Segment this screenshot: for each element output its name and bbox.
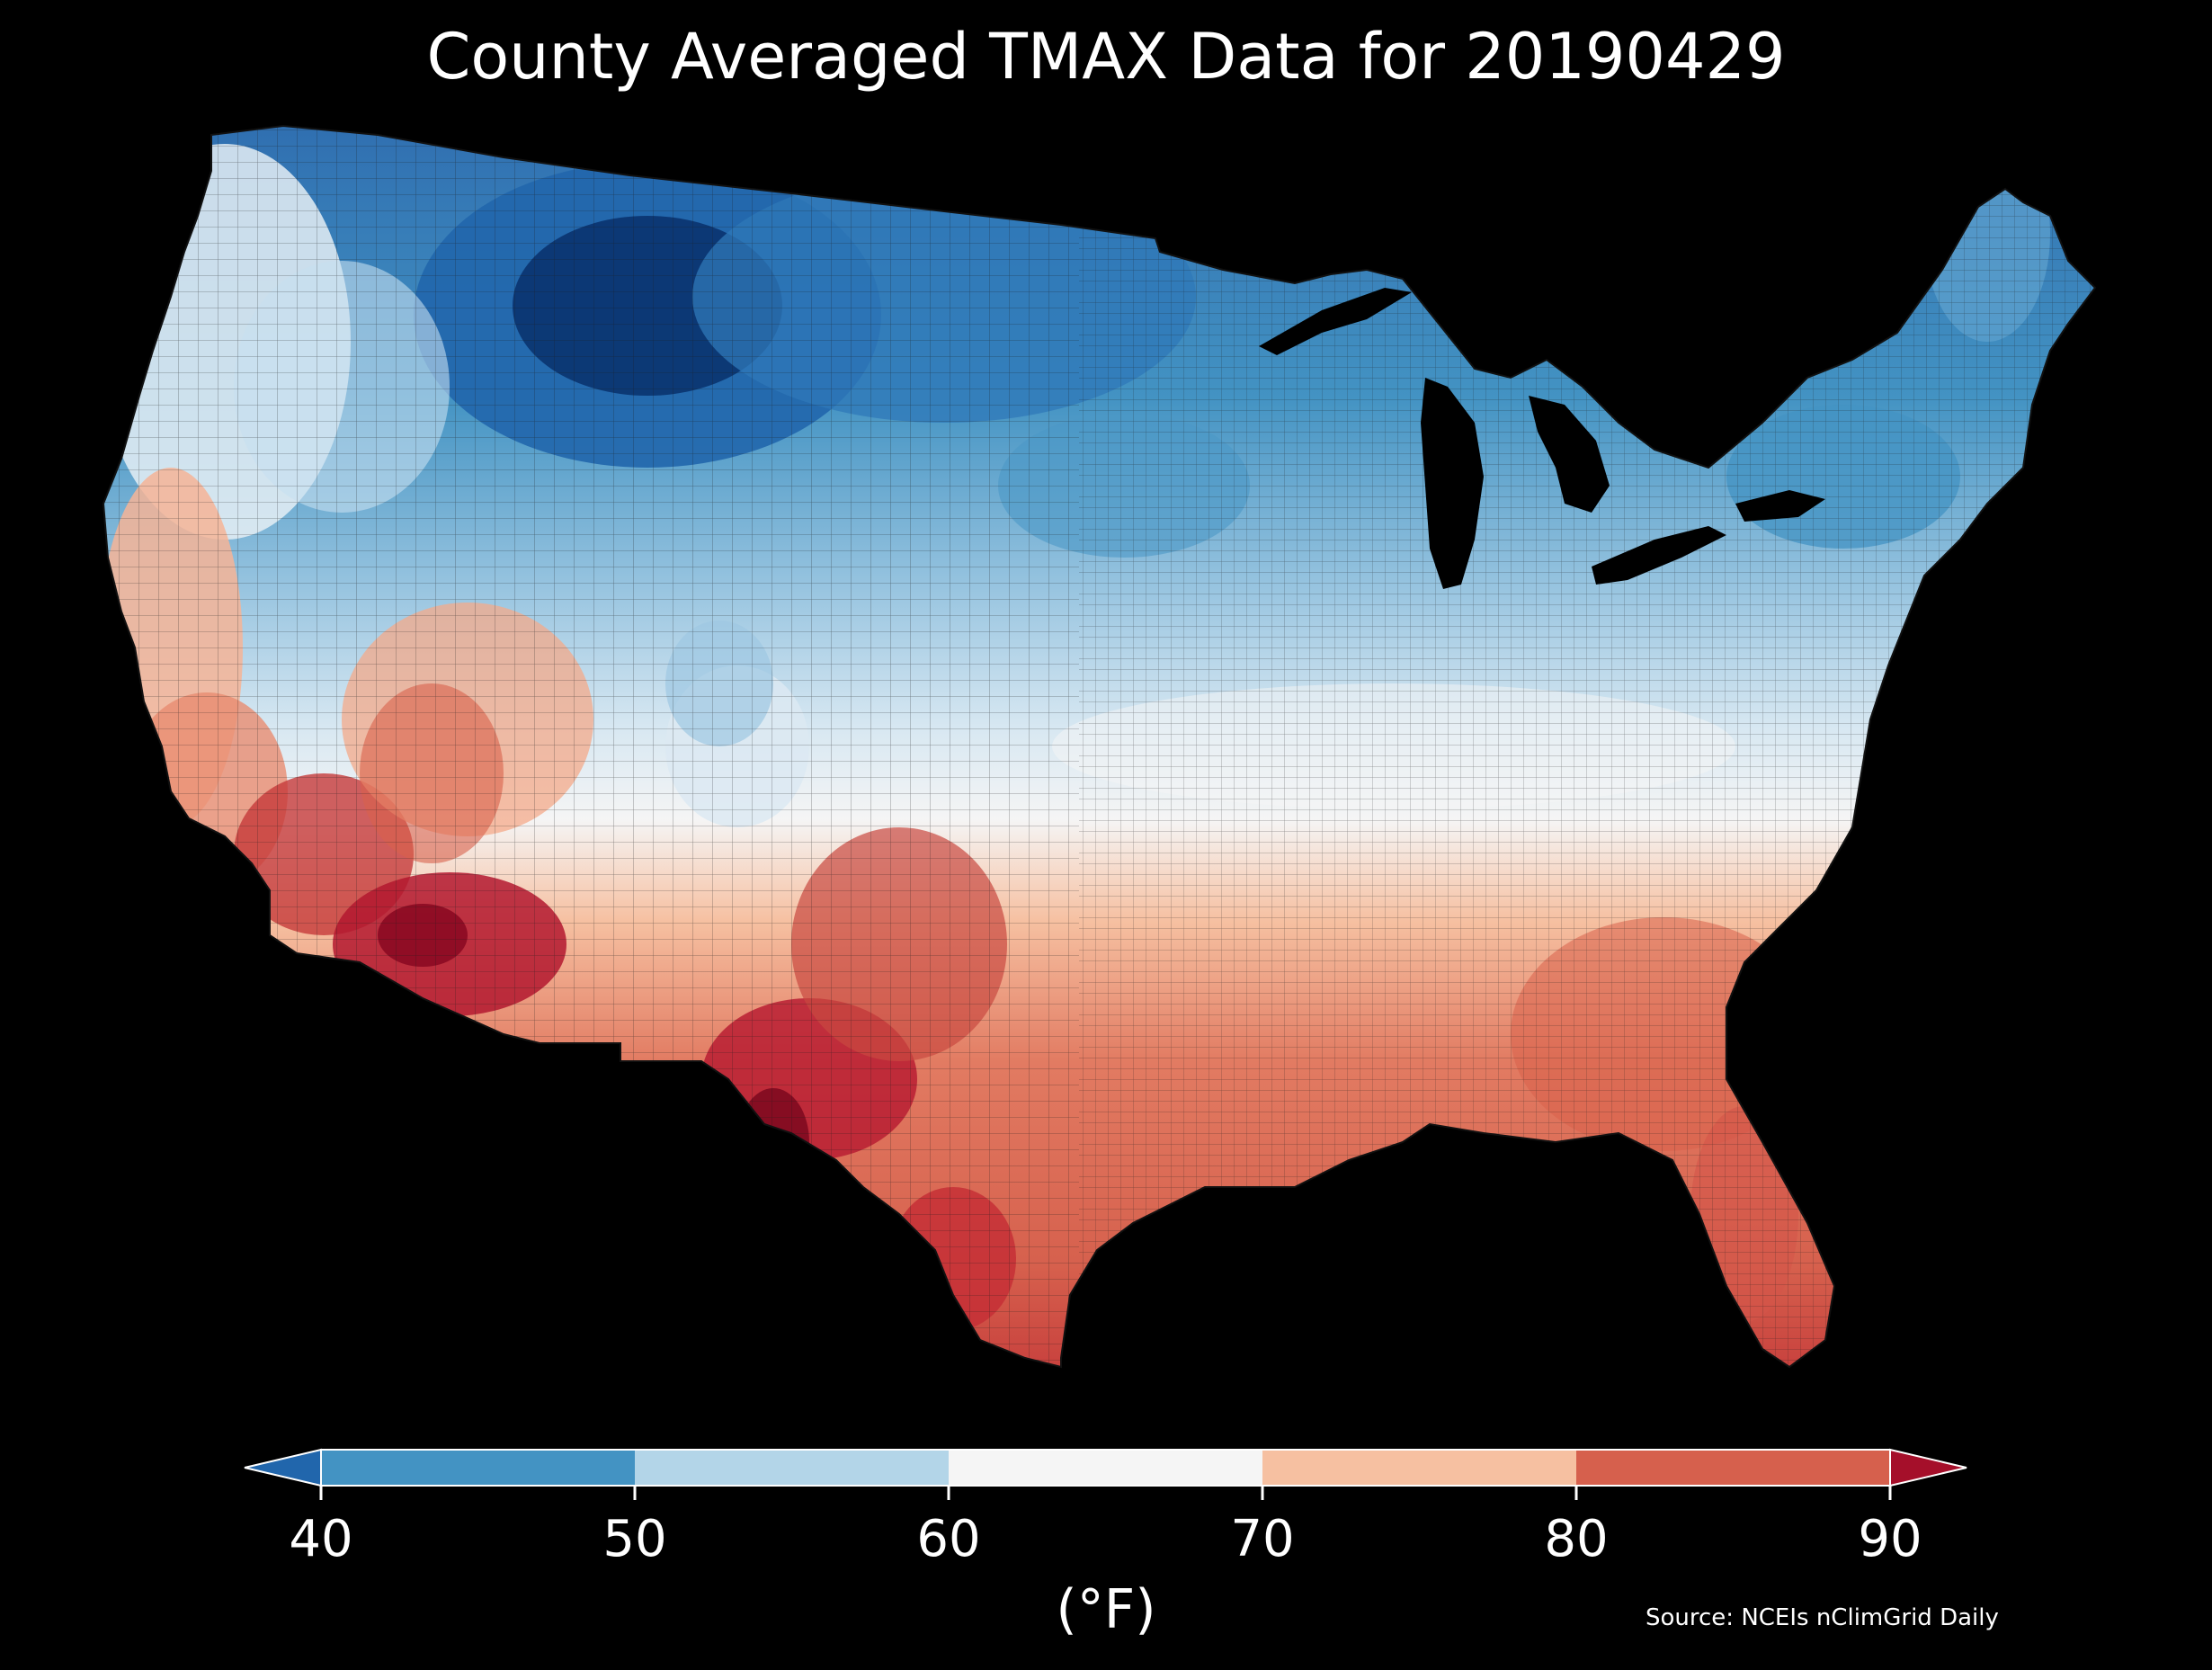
- colorbar-bin-70-80: [1262, 1450, 1576, 1486]
- lake-ontario: [1735, 490, 1825, 522]
- lake-huron: [1529, 396, 1610, 513]
- lake-michigan: [1421, 378, 1484, 589]
- map-title: County Averaged TMAX Data for 20190429: [426, 20, 1786, 94]
- colorbar-bin-50-60: [635, 1450, 949, 1486]
- colorbar-bin-40-50: [321, 1450, 635, 1486]
- colorbar: [244, 1448, 1967, 1500]
- colorbar-tick-label: 40: [289, 1510, 353, 1568]
- colorbar-tick-label: 80: [1544, 1510, 1609, 1568]
- lake-superior: [1259, 288, 1412, 355]
- colorbar-high-extend: [1889, 1448, 1967, 1487]
- colorbar-low-extend: [244, 1448, 322, 1487]
- colorbar-tick-label: 70: [1230, 1510, 1295, 1568]
- us-outline: [102, 124, 2097, 1369]
- colorbar-tick-label: 50: [602, 1510, 667, 1568]
- colorbar-tick-label: 90: [1858, 1510, 1922, 1568]
- great-lakes: [1259, 288, 1825, 589]
- colorbar-bin-60-70: [949, 1450, 1262, 1486]
- colorbar-unit-label: (°F): [1056, 1578, 1156, 1641]
- colorbar-tick-label: 60: [916, 1510, 981, 1568]
- temperature-field: [103, 126, 2095, 1367]
- lake-erie: [1592, 526, 1726, 585]
- colorbar-frame: [320, 1449, 1891, 1487]
- source-credit: Source: NCEIs nClimGrid Daily: [1646, 1604, 1999, 1631]
- colorbar-bin-80-90: [1576, 1450, 1890, 1486]
